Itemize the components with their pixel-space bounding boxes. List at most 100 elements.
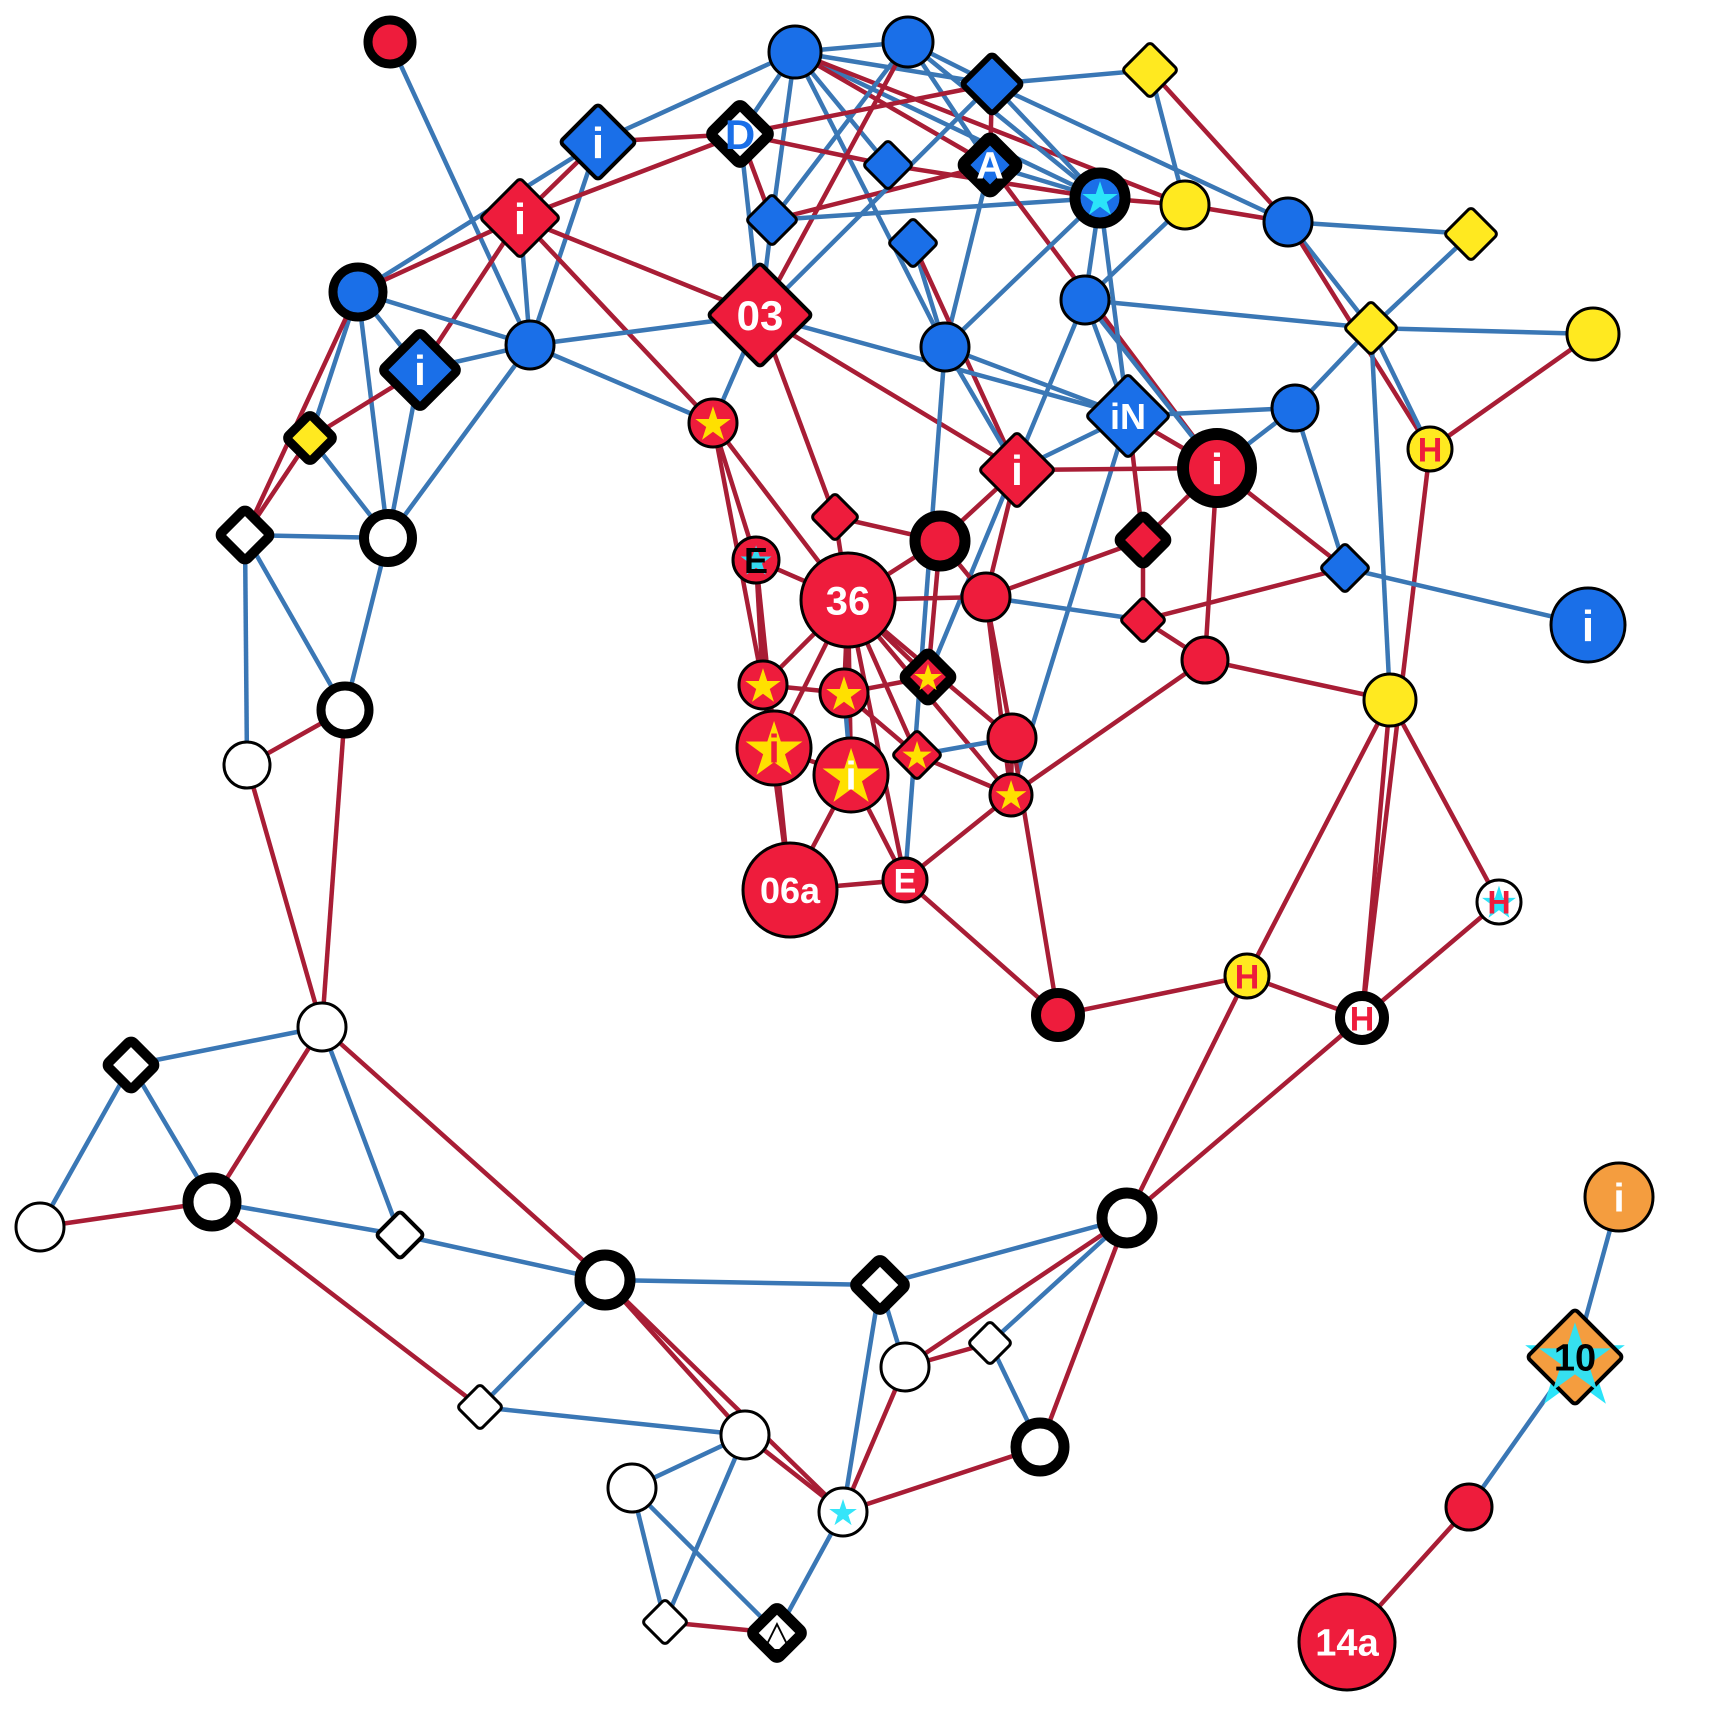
node-d-white-3[interactable] xyxy=(375,1210,425,1260)
node-c-36[interactable]: 36 xyxy=(799,551,897,649)
node-c-white-ring-4[interactable] xyxy=(1096,1187,1158,1249)
node-d-yellow-r1[interactable] xyxy=(1444,207,1498,261)
node-d-red-1[interactable] xyxy=(811,493,859,541)
node-c-white-ring-6[interactable] xyxy=(1010,1417,1070,1477)
node-d-i-blue-left[interactable]: i xyxy=(379,329,461,411)
node-label-c-H-yellow-1: H xyxy=(1418,431,1443,469)
node-c-red-2[interactable] xyxy=(1180,635,1230,685)
edge-c-red-ring-2--c-H-yellow-2 xyxy=(1057,973,1248,1018)
node-c-red-right[interactable] xyxy=(1444,1482,1494,1532)
node-c-white-ring-5[interactable] xyxy=(574,1249,636,1311)
node-d-white-4[interactable] xyxy=(968,1321,1012,1365)
node-d-i-blue-top[interactable]: i xyxy=(559,103,637,181)
node-c-06a[interactable]: 06a xyxy=(741,841,839,939)
node-c-E-star[interactable]: ★★E xyxy=(731,529,781,592)
node-d-blue-1[interactable] xyxy=(746,194,798,246)
node-d-blue-4[interactable] xyxy=(888,218,938,268)
node-c-white-3[interactable] xyxy=(14,1201,66,1253)
node-d-blue-right[interactable] xyxy=(1320,543,1370,593)
circle-shape xyxy=(731,535,781,585)
node-c-H-yellow-1[interactable]: H xyxy=(1406,425,1454,473)
edge-d-yellow-2--c-blue-6 xyxy=(1084,297,1372,331)
node-c-blue-top-1[interactable] xyxy=(767,24,823,80)
node-c-white-ring-1[interactable] xyxy=(359,509,417,567)
node-c-H-star[interactable]: ★H xyxy=(1475,878,1523,928)
node-d-A[interactable]: A xyxy=(957,132,1023,198)
node-c-red-3[interactable] xyxy=(986,712,1038,764)
node-c-E-2[interactable]: E xyxy=(881,856,929,904)
edge-c-yellow-r1--d-yellow-2 xyxy=(1370,325,1594,337)
node-d-i-red-mid[interactable]: i xyxy=(979,432,1055,508)
edge-c-white-ring-4--c-white-ring-6 xyxy=(1037,1217,1130,1448)
edge-c-blue-top-2--d-blue-1 xyxy=(770,40,910,222)
node-d-star-ring[interactable]: ★ xyxy=(899,648,957,706)
edge-d-D--d-i-red-top xyxy=(519,131,741,221)
node-d-red-ring[interactable] xyxy=(1114,511,1172,569)
node-d-iN[interactable]: iN xyxy=(1086,374,1170,458)
node-c-i-orange[interactable]: i xyxy=(1583,1161,1655,1233)
node-c-red-ring-2[interactable] xyxy=(1031,988,1085,1042)
node-d-white-ring[interactable] xyxy=(850,1255,910,1315)
node-d-blue-2[interactable] xyxy=(960,52,1024,116)
node-c-star-cyan[interactable]: ★★ xyxy=(817,1485,869,1541)
diamond-shape xyxy=(1320,543,1370,593)
edge-c-H-yellow-1--c-H-ring xyxy=(1359,448,1433,1019)
node-d-white-2[interactable] xyxy=(102,1036,160,1094)
node-c-star-i-1[interactable]: ★i xyxy=(735,707,813,790)
node-c-white-5[interactable] xyxy=(719,1409,771,1461)
node-c-H-ring[interactable]: H xyxy=(1335,991,1389,1045)
node-d-yellow-top[interactable] xyxy=(1122,42,1178,98)
node-d-10[interactable]: ★★10 xyxy=(1517,1285,1634,1431)
node-c-star-2[interactable]: ★ xyxy=(737,659,789,711)
node-c-red-1[interactable] xyxy=(960,571,1012,623)
node-c-white-2[interactable] xyxy=(296,1001,348,1053)
node-c-yellow-1[interactable] xyxy=(1159,179,1211,231)
node-d-white-6[interactable] xyxy=(642,1599,688,1645)
circle-shape xyxy=(1549,586,1627,664)
node-d-triangle[interactable]: △ xyxy=(747,1603,807,1663)
node-d-yellow-2[interactable] xyxy=(1344,301,1398,355)
node-c-white-6[interactable] xyxy=(606,1462,658,1514)
node-c-star-1[interactable]: ★ xyxy=(687,397,739,449)
node-c-H-yellow-2[interactable]: H xyxy=(1223,952,1271,1000)
node-d-red-2[interactable] xyxy=(1120,597,1166,643)
node-d-yellow-left[interactable] xyxy=(283,411,337,465)
node-c-white-4[interactable] xyxy=(879,1341,931,1393)
circle-shape xyxy=(919,321,971,373)
node-c-red-ring-1[interactable] xyxy=(909,510,971,572)
node-c-star-i-2[interactable]: ★i xyxy=(812,734,890,817)
node-c-red-top-left[interactable] xyxy=(363,15,417,69)
node-c-yellow-2[interactable] xyxy=(1362,672,1418,728)
node-c-i-blue-big[interactable]: i xyxy=(1549,586,1627,664)
diamond-shape xyxy=(1526,1308,1624,1406)
node-c-blue-ring-left[interactable] xyxy=(328,262,388,322)
node-c-blue-top-2[interactable] xyxy=(881,15,935,69)
node-c-blue-7[interactable] xyxy=(1270,383,1320,433)
node-d-white-left[interactable] xyxy=(215,505,275,565)
node-c-yellow-r1[interactable] xyxy=(1565,306,1621,362)
node-d-star-2[interactable]: ★ xyxy=(892,730,942,780)
node-c-blue-5[interactable] xyxy=(919,321,971,373)
node-d-blue-3[interactable] xyxy=(863,140,913,190)
node-c-blue-r1[interactable] xyxy=(1262,196,1314,248)
node-c-star-4[interactable]: ★ xyxy=(988,772,1034,818)
node-c-blue-4[interactable] xyxy=(504,319,556,371)
node-c-star-3[interactable]: ★ xyxy=(818,667,870,719)
node-c-14a[interactable]: 14a xyxy=(1297,1592,1397,1692)
node-c-i-red-big[interactable]: i xyxy=(1177,428,1257,508)
node-label-d-10: 10 xyxy=(1554,1338,1596,1380)
node-c-white-ring-2[interactable] xyxy=(316,681,374,739)
diamond-shape xyxy=(968,1321,1012,1365)
edge-d-white-ring--c-white-ring-4 xyxy=(879,1215,1128,1288)
node-c-blue-6[interactable] xyxy=(1059,274,1111,326)
node-d-i-red-top[interactable]: i xyxy=(480,178,560,258)
node-c-star-blue[interactable]: ★ xyxy=(1069,167,1131,229)
node-d-white-5[interactable] xyxy=(457,1384,503,1430)
node-c-white-ring-3[interactable] xyxy=(182,1172,242,1232)
node-d-03[interactable]: 03 xyxy=(707,262,813,368)
edge-d-white-3--c-white-ring-5 xyxy=(399,1232,606,1283)
circle-shape xyxy=(1262,196,1314,248)
node-c-white-1[interactable] xyxy=(222,740,272,790)
node-d-D[interactable]: D xyxy=(706,100,774,168)
node-label-c-06a: 06a xyxy=(760,870,821,911)
